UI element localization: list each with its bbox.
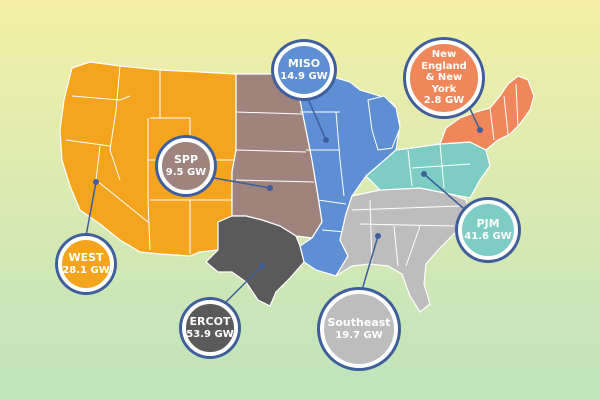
label-spp-name: SPP [173, 152, 199, 166]
label-pjm: PJM 41.6 GW [458, 200, 518, 260]
southeast-state-borders [351, 199, 461, 267]
label-ne-ny-name: New England & New York [421, 49, 467, 95]
label-southeast-name: Southeast [327, 315, 391, 329]
label-southeast-value: 19.7 GW [335, 329, 383, 341]
miso-state-borders [300, 111, 347, 233]
label-ercot-name: ERCOT [189, 314, 231, 328]
label-pjm-name: PJM [476, 216, 500, 230]
label-ne-ny: New England & New York 2.8 GW [406, 40, 482, 116]
label-west-value: 28.1 GW [62, 264, 110, 276]
miso-michigan [367, 95, 401, 151]
label-ercot: ERCOT 53.9 GW [182, 300, 238, 356]
spp-state-borders [235, 111, 315, 183]
label-spp-value: 9.5 GW [165, 166, 207, 178]
label-ercot-value: 53.9 GW [186, 328, 234, 340]
label-west: WEST 28.1 GW [58, 236, 114, 292]
ne-ny-state-borders [489, 83, 519, 141]
label-miso-name: MISO [287, 56, 321, 70]
label-ne-ny-value: 2.8 GW [423, 95, 465, 107]
leader-lines [85, 91, 483, 305]
pjm-state-borders [407, 143, 471, 189]
region-pjm [365, 141, 491, 199]
label-west-name: WEST [68, 250, 104, 264]
label-pjm-value: 41.6 GW [464, 230, 512, 242]
label-spp: SPP 9.5 GW [158, 138, 214, 194]
region-southeast [335, 187, 471, 313]
label-southeast: Southeast 19.7 GW [320, 290, 398, 368]
region-ercot [205, 215, 305, 307]
label-miso: MISO 14.9 GW [274, 42, 334, 98]
region-ne-ny [439, 75, 535, 151]
label-miso-value: 14.9 GW [280, 70, 328, 82]
